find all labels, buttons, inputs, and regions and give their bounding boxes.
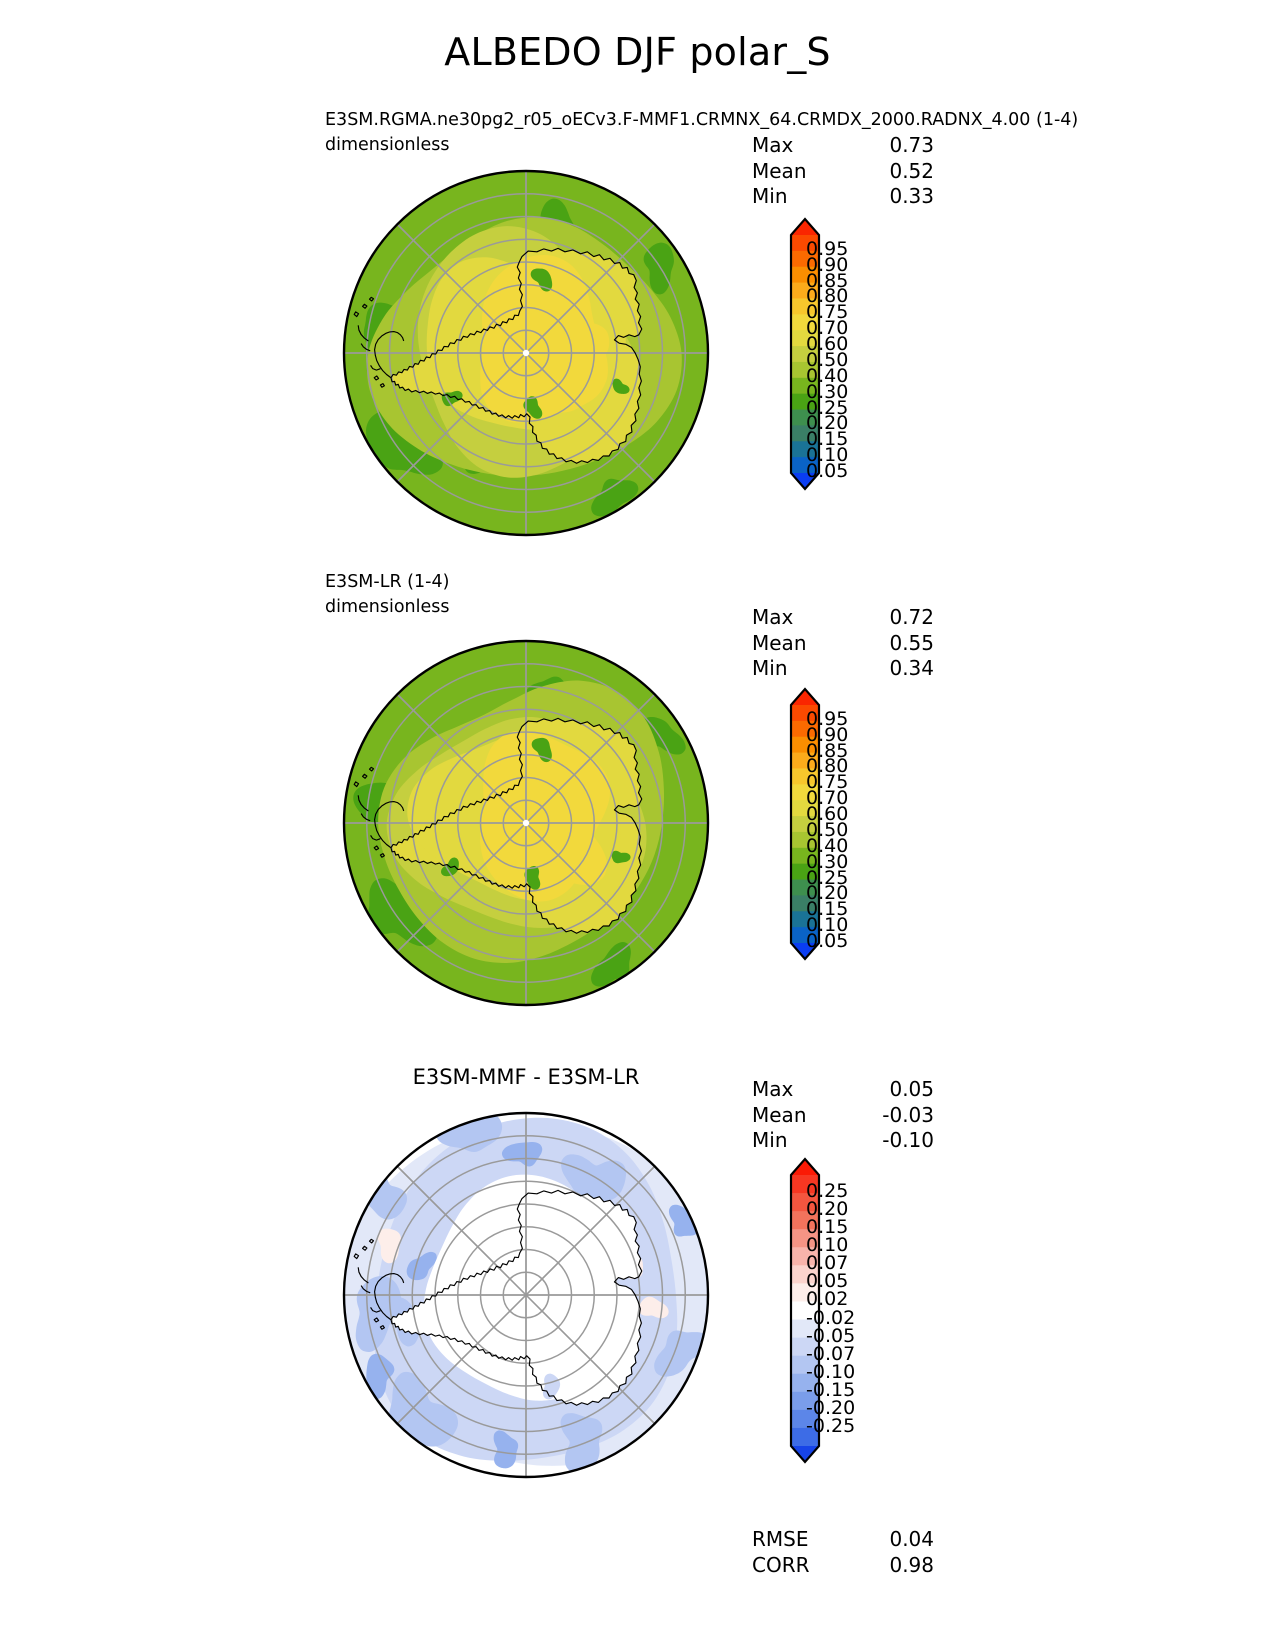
panel-1-colorbar: [788, 217, 828, 491]
colorbar-tick-label: 0.20: [806, 1198, 849, 1221]
colorbar-tick-label: 0.40: [806, 834, 849, 857]
colorbar-tick-label: 0.02: [806, 1288, 849, 1311]
colorbar-tick-label: 0.95: [806, 237, 849, 260]
panel-1-map: [336, 163, 716, 543]
colorbar-tick-label: -0.20: [806, 1396, 856, 1419]
colorbar-tick-label: 0.05: [806, 1270, 849, 1293]
colorbar-tick-label: 0.10: [806, 914, 849, 937]
colorbar-tick-label: 0.85: [806, 269, 849, 292]
colorbar-tick-label: 0.10: [806, 1234, 849, 1257]
panel-3-title: E3SM-MMF - E3SM-LR: [412, 1065, 640, 1089]
colorbar-tick-label: -0.15: [806, 1378, 856, 1401]
panel-2-colorbar-labels: 0.95 0.90 0.85 0.80 0.75 0.70 0.60 0.50 0.40 0.30…: [806, 688, 926, 960]
panel-3-colorbar: [788, 1157, 828, 1464]
colorbar-tick-label: 0.15: [806, 428, 849, 451]
panel-3-map: [336, 1105, 716, 1485]
colorbar-tick-label: -0.05: [806, 1324, 856, 1347]
colorbar-tick-label: 0.25: [806, 866, 849, 889]
colorbar-tick-label: 0.30: [806, 380, 849, 403]
colorbar-tick-label: 0.80: [806, 755, 849, 778]
colorbar-tick-label: 0.40: [806, 364, 849, 387]
colorbar-tick-label: 0.25: [806, 396, 849, 419]
colorbar-tick-label: 0.50: [806, 348, 849, 371]
colorbar-tick-label: 0.60: [806, 333, 849, 356]
colorbar-tick-label: 0.95: [806, 707, 849, 730]
colorbar-tick-label: -0.25: [806, 1414, 856, 1437]
colorbar-tick-label: 0.10: [806, 444, 849, 467]
panel-1-colorbar-labels: 0.95 0.90 0.85 0.80 0.75 0.70 0.60 0.50 0.40 0.30…: [806, 218, 926, 490]
colorbar-tick-label: 0.05: [806, 460, 849, 482]
colorbar-tick-label: 0.15: [806, 1216, 849, 1239]
panel-2-map: [336, 633, 716, 1013]
colorbar-tick-label: 0.85: [806, 739, 849, 762]
colorbar-tick-label: 0.50: [806, 818, 849, 841]
colorbar-tick-label: 0.05: [806, 930, 849, 952]
colorbar-tick-label: 0.80: [806, 285, 849, 308]
panel-1-header: E3SM.RGMA.ne30pg2_r05_oECv3.F-MMF1.CRMNX…: [325, 110, 1079, 155]
colorbar-tick-label: 0.70: [806, 787, 849, 810]
colorbar-tick-label: 0.25: [806, 1180, 849, 1203]
colorbar-tick-label: 0.90: [806, 253, 849, 276]
page-title: ALBEDO DJF polar_S: [444, 30, 831, 74]
colorbar-tick-label: -0.02: [806, 1306, 856, 1329]
colorbar-tick-label: 0.75: [806, 771, 849, 794]
colorbar-tick-label: 0.20: [806, 882, 849, 905]
colorbar-tick-label: 0.07: [806, 1252, 849, 1275]
colorbar-tick-label: 0.30: [806, 850, 849, 873]
colorbar-tick-label: 0.70: [806, 317, 849, 340]
panel-2-colorbar: [788, 687, 828, 961]
panel-3-colorbar-labels: 0.25 0.20 0.15 0.10 0.07 0.05 0.02 -0.02 -0.05 -0…: [806, 1158, 926, 1463]
colorbar-tick-label: 0.20: [806, 412, 849, 435]
colorbar-tick-label: 0.15: [806, 898, 849, 921]
colorbar-tick-label: 0.75: [806, 301, 849, 324]
colorbar-tick-label: -0.10: [806, 1360, 856, 1383]
colorbar-tick-label: -0.07: [806, 1342, 856, 1365]
colorbar-tick-label: 0.90: [806, 723, 849, 746]
colorbar-tick-label: 0.60: [806, 803, 849, 826]
panel-2-header: E3SM-LR (1-4) dimensionless: [325, 572, 450, 617]
